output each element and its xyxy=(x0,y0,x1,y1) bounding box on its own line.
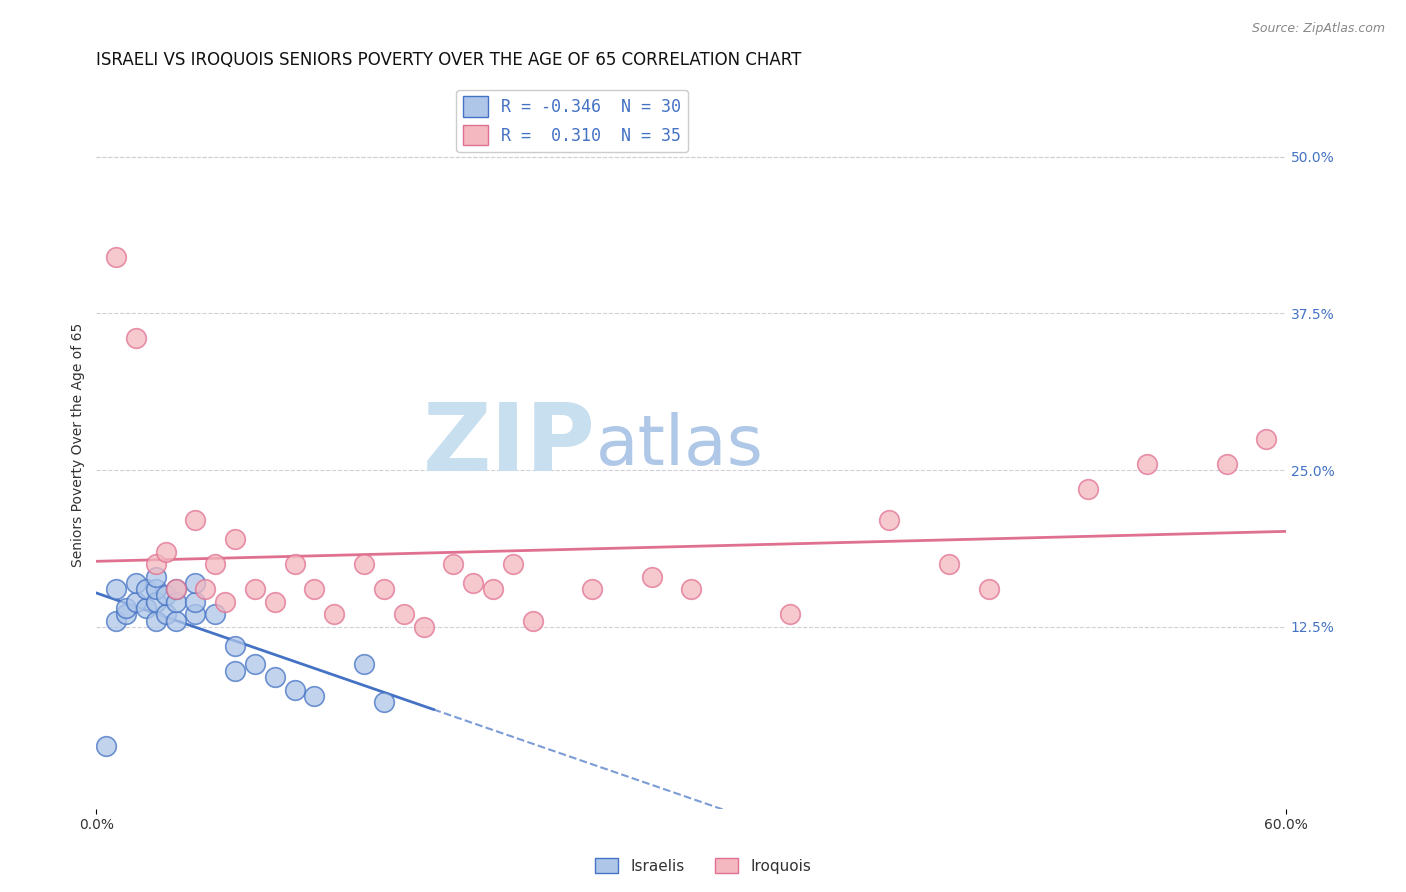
Point xyxy=(1077,482,1099,496)
Point xyxy=(214,595,236,609)
Point xyxy=(155,589,177,603)
Point xyxy=(165,582,187,597)
Point xyxy=(581,582,603,597)
Point xyxy=(145,582,167,597)
Point xyxy=(938,557,960,571)
Point xyxy=(96,739,118,753)
Point xyxy=(184,576,207,591)
Point xyxy=(224,664,246,678)
Point xyxy=(879,513,901,527)
Point xyxy=(243,657,266,672)
Point xyxy=(502,557,524,571)
Legend: Israelis, Iroquois: Israelis, Iroquois xyxy=(589,852,817,880)
Point xyxy=(135,601,157,615)
Point xyxy=(373,695,395,709)
Point xyxy=(184,513,207,527)
Point xyxy=(184,595,207,609)
Text: atlas: atlas xyxy=(596,411,763,478)
Point xyxy=(125,576,148,591)
Point xyxy=(184,607,207,622)
Point xyxy=(165,614,187,628)
Point xyxy=(284,682,307,697)
Point xyxy=(105,250,128,264)
Point xyxy=(441,557,464,571)
Point xyxy=(125,595,148,609)
Point xyxy=(204,557,226,571)
Point xyxy=(482,582,505,597)
Point xyxy=(1136,457,1159,471)
Point xyxy=(115,607,138,622)
Point xyxy=(373,582,395,597)
Point xyxy=(194,582,217,597)
Point xyxy=(304,689,326,703)
Point xyxy=(165,595,187,609)
Point xyxy=(125,331,148,345)
Point xyxy=(135,582,157,597)
Point xyxy=(145,595,167,609)
Point xyxy=(165,582,187,597)
Point xyxy=(155,544,177,558)
Point xyxy=(105,582,128,597)
Point xyxy=(145,570,167,584)
Point xyxy=(681,582,703,597)
Y-axis label: Seniors Poverty Over the Age of 65: Seniors Poverty Over the Age of 65 xyxy=(72,323,86,567)
Point xyxy=(304,582,326,597)
Point xyxy=(353,657,375,672)
Point xyxy=(263,670,285,684)
Point xyxy=(1215,457,1237,471)
Point xyxy=(392,607,415,622)
Point xyxy=(412,620,434,634)
Point xyxy=(779,607,801,622)
Point xyxy=(155,607,177,622)
Point xyxy=(323,607,346,622)
Point xyxy=(977,582,1000,597)
Point xyxy=(105,614,128,628)
Point xyxy=(224,639,246,653)
Point xyxy=(145,557,167,571)
Point xyxy=(284,557,307,571)
Point xyxy=(263,595,285,609)
Point xyxy=(204,607,226,622)
Text: ZIP: ZIP xyxy=(423,399,596,491)
Point xyxy=(353,557,375,571)
Point xyxy=(1256,432,1278,446)
Point xyxy=(522,614,544,628)
Text: ISRAELI VS IROQUOIS SENIORS POVERTY OVER THE AGE OF 65 CORRELATION CHART: ISRAELI VS IROQUOIS SENIORS POVERTY OVER… xyxy=(97,51,801,69)
Text: Source: ZipAtlas.com: Source: ZipAtlas.com xyxy=(1251,22,1385,36)
Point xyxy=(115,601,138,615)
Point xyxy=(145,614,167,628)
Point xyxy=(224,532,246,546)
Legend: R = -0.346  N = 30, R =  0.310  N = 35: R = -0.346 N = 30, R = 0.310 N = 35 xyxy=(457,90,688,152)
Point xyxy=(461,576,484,591)
Point xyxy=(243,582,266,597)
Point xyxy=(640,570,662,584)
